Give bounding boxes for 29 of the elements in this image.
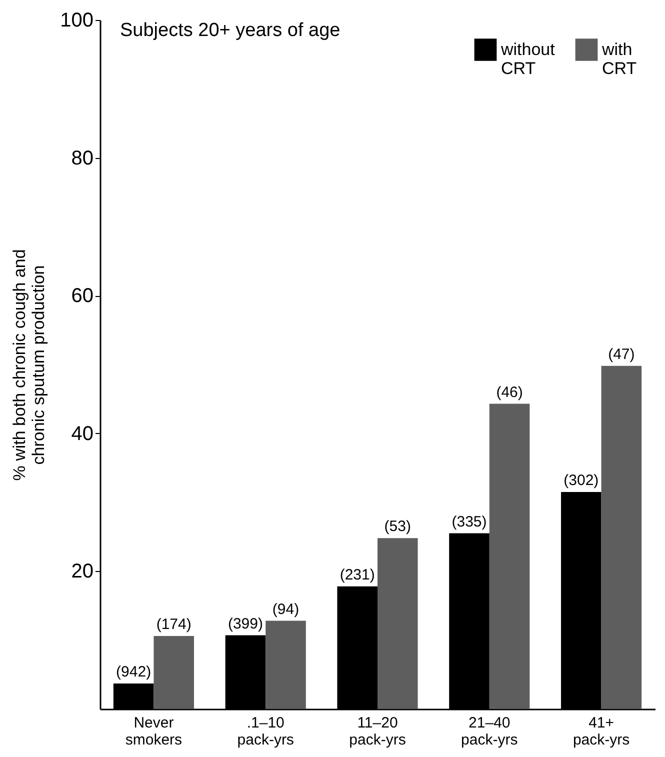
x-tick-label: Never smokers [125,714,182,748]
legend-label: with CRT [601,40,637,78]
annotation: (231) [340,566,375,584]
annotation: (46) [496,384,523,401]
annotation: (942) [116,664,152,681]
annotation: (94) [272,600,300,618]
y-tick-label: 80 [71,147,94,170]
annotation: (302) [564,472,599,489]
x-tick-label: 41+ pack-yrs [572,714,630,748]
y-tick-label: 40 [71,422,94,445]
bar [489,404,530,709]
chart-title: Subjects 20+ years of age [120,20,340,41]
x-tick-label: 11–20 pack-yrs [349,714,406,748]
legend-label: without CRT [500,40,556,78]
y-tick-label: 60 [71,285,94,308]
y-tick-label: 20 [71,560,94,583]
annotation: (53) [384,518,411,536]
y-axis-title: % with both chronic cough and chronic sputum production [10,249,48,481]
bar [601,366,642,709]
annotation: (174) [156,616,192,633]
annotation: (335) [452,513,487,530]
bar [266,620,306,709]
annotation: (47) [608,346,635,363]
bar [378,538,418,709]
annotation: (399) [228,615,263,632]
y-tick-label: 100 [60,10,94,32]
x-tick-label: .1–10 pack-yrs [237,714,294,748]
bar [154,636,194,709]
x-tick-label: 21–40 pack-yrs [461,714,518,748]
